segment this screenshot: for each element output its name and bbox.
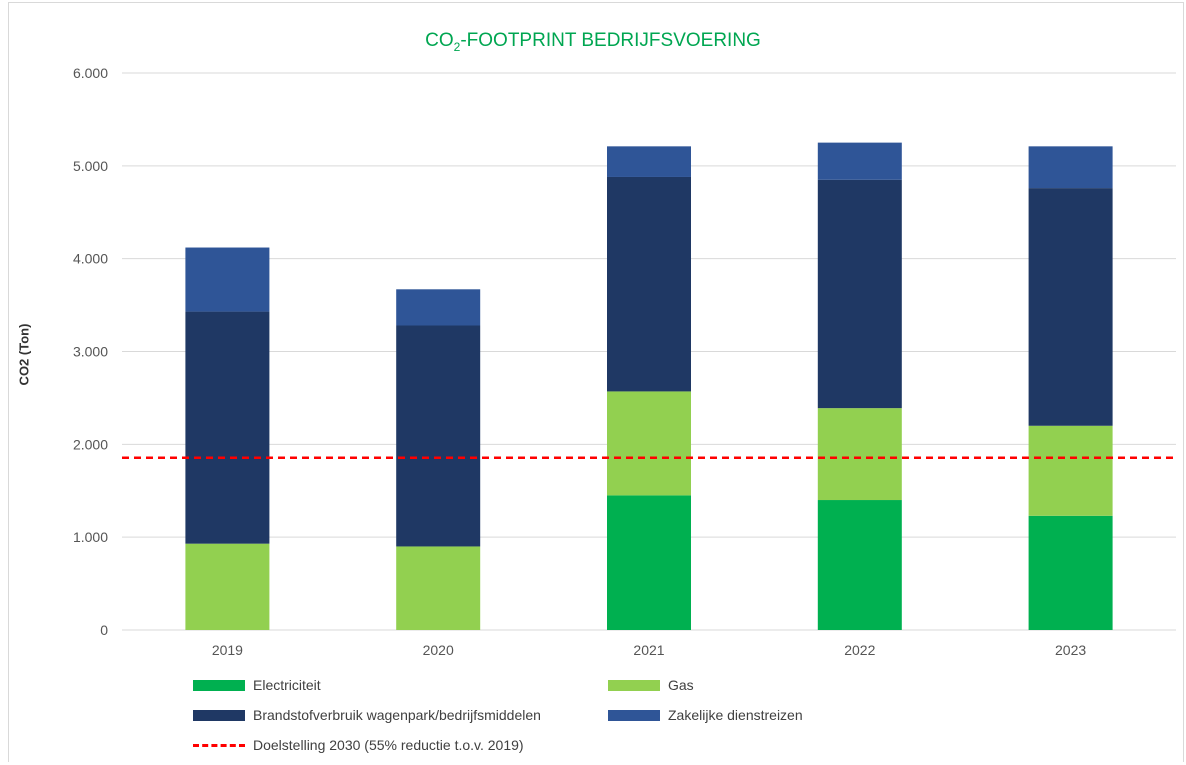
y-tick-label: 5.000 — [73, 158, 108, 174]
legend-label: Electriciteit — [253, 677, 321, 693]
bar-segment — [817, 179, 902, 409]
legend-label: Zakelijke dienstreizen — [668, 707, 803, 723]
y-tick-label: 2.000 — [73, 436, 108, 452]
bar-segment — [396, 546, 481, 630]
legend-item: Zakelijke dienstreizen — [608, 707, 803, 723]
bar-segment — [396, 325, 481, 547]
y-tick-label: 3.000 — [73, 344, 108, 360]
bar-segment — [1028, 188, 1113, 426]
x-tick-label: 2021 — [633, 642, 664, 658]
y-tick-label: 1.000 — [73, 529, 108, 545]
bar-segment — [817, 142, 902, 180]
x-tick-label: 2020 — [423, 642, 454, 658]
legend-item: Brandstofverbruik wagenpark/bedrijfsmidd… — [193, 707, 541, 723]
x-tick-label: 2023 — [1055, 642, 1086, 658]
bar-segment — [607, 176, 691, 392]
y-tick-label: 0 — [100, 622, 108, 638]
x-tick-label: 2022 — [844, 642, 875, 658]
bar-segment — [1028, 425, 1113, 516]
y-tick-label: 4.000 — [73, 251, 108, 267]
legend-swatch — [608, 709, 660, 721]
bar-segment — [185, 543, 270, 630]
bar-segment — [185, 311, 270, 544]
bar-segment — [817, 408, 902, 501]
legend-item-target: Doelstelling 2030 (55% reductie t.o.v. 2… — [193, 737, 524, 753]
legend-label: Gas — [668, 677, 694, 693]
chart-title: CO2-FOOTPRINT BEDRIJFSVOERING — [425, 30, 761, 54]
x-tick-label: 2019 — [212, 642, 243, 658]
legend-item: Gas — [608, 677, 694, 693]
bar-segment — [1028, 515, 1113, 630]
bar-segment — [185, 247, 270, 312]
legend-item: Electriciteit — [193, 677, 321, 693]
bar-segment — [607, 391, 691, 496]
y-tick-label: 6.000 — [73, 65, 108, 81]
legend-swatch — [193, 709, 245, 721]
legend-label: Doelstelling 2030 (55% reductie t.o.v. 2… — [253, 737, 524, 753]
bar-segment — [607, 146, 691, 177]
legend-swatch — [608, 679, 660, 691]
bar-segment — [817, 500, 902, 630]
bar-segment — [396, 289, 481, 326]
legend-swatch-dashed — [193, 743, 245, 747]
legend-swatch — [193, 679, 245, 691]
legend-label: Brandstofverbruik wagenpark/bedrijfsmidd… — [253, 707, 541, 723]
bar-segment — [607, 495, 691, 630]
bar-segment — [1028, 146, 1113, 189]
